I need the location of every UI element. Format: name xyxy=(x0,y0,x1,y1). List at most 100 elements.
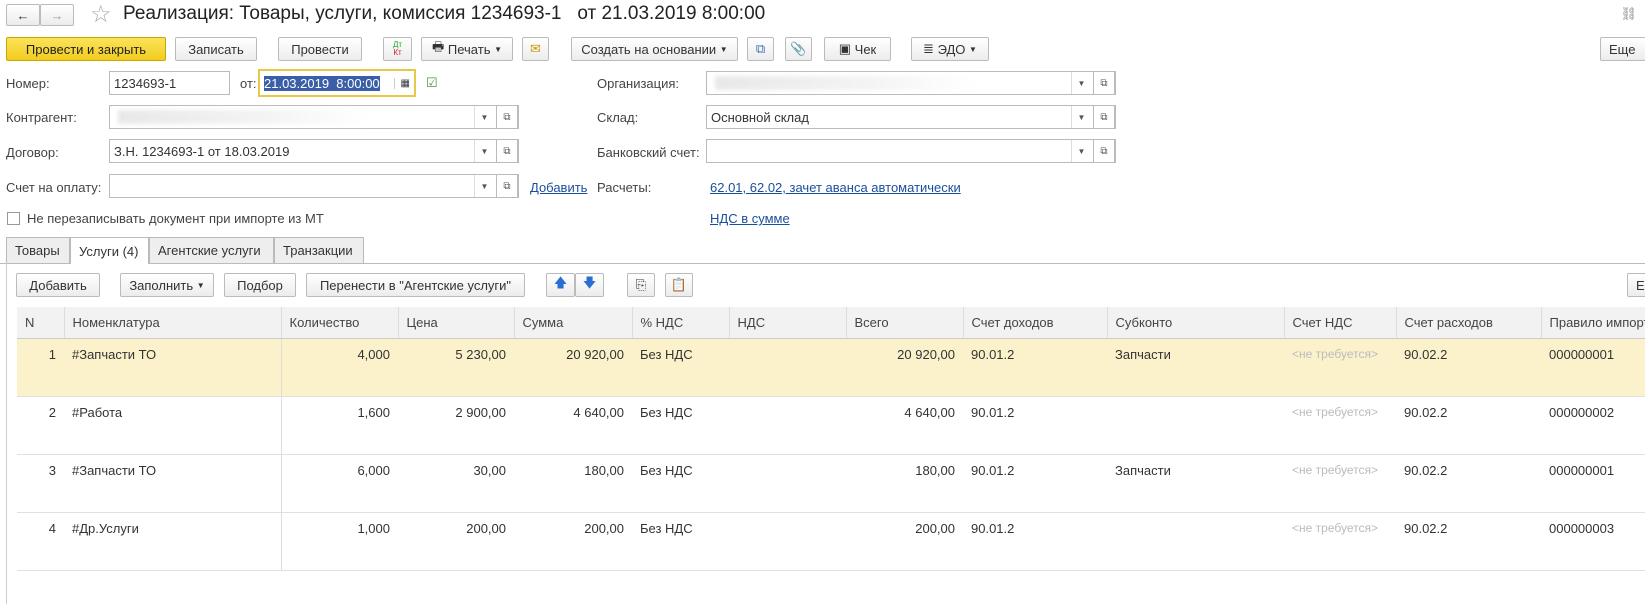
table-row[interactable]: 1 #Запчасти ТО 4,000 5 230,00 20 920,00 Без Н… xyxy=(17,338,1645,397)
column-header[interactable]: % НДС xyxy=(632,307,730,339)
open-icon[interactable]: ⧉ xyxy=(1093,71,1115,95)
table-cell[interactable]: 20 920,00 xyxy=(514,338,632,397)
table-cell[interactable]: 3 xyxy=(17,454,64,513)
column-header[interactable]: Счет доходов xyxy=(963,307,1108,339)
contract-input[interactable]: З.Н. 1234693-1 от 18.03.2019 ▼ ⧉ xyxy=(109,139,519,163)
no-overwrite-checkbox[interactable] xyxy=(7,212,20,225)
attach-button[interactable]: 📎 xyxy=(785,37,812,61)
column-header[interactable]: Номенклатура xyxy=(64,307,282,339)
table-cell[interactable]: 4 640,00 xyxy=(514,396,632,455)
table-cell[interactable]: 6,000 xyxy=(281,454,398,513)
column-header[interactable]: Цена xyxy=(398,307,515,339)
table-cell[interactable]: #Запчасти ТО xyxy=(64,338,282,397)
open-icon[interactable]: ⧉ xyxy=(1093,139,1115,163)
bank-account-input[interactable]: ▼ ⧉ xyxy=(706,139,1116,163)
structure-button[interactable]: ⧉ xyxy=(747,37,774,61)
table-cell[interactable]: 4 xyxy=(17,512,64,571)
table-row[interactable]: 4 #Др.Услуги 1,000 200,00 200,00 Без НДС 200,0… xyxy=(17,512,1645,571)
table-cell[interactable]: <не требуется> xyxy=(1284,512,1396,571)
table-cell[interactable]: 000000003 xyxy=(1541,512,1645,571)
add-invoice-link[interactable]: Добавить xyxy=(530,180,588,195)
back-button[interactable]: ← xyxy=(6,4,40,26)
calendar-icon[interactable]: ▦ xyxy=(393,77,410,89)
table-cell[interactable]: 1,600 xyxy=(281,396,398,455)
table-cell[interactable]: Без НДС xyxy=(632,396,729,455)
star-icon[interactable]: ☆ xyxy=(90,1,112,28)
post-and-close-button[interactable]: Провести и закрыть xyxy=(6,37,166,61)
table-cell[interactable]: <не требуется> xyxy=(1284,338,1396,397)
table-cell[interactable]: 90.01.2 xyxy=(963,454,1107,513)
dropdown-icon[interactable]: ▼ xyxy=(474,106,494,128)
table-cell[interactable]: Без НДС xyxy=(632,338,729,397)
create-based-on-button[interactable]: Создать на основании ▼ xyxy=(571,37,738,61)
table-cell[interactable]: 90.02.2 xyxy=(1396,512,1541,571)
column-header[interactable]: Правило импорт xyxy=(1541,307,1645,339)
table-cell[interactable]: Запчасти xyxy=(1107,454,1284,513)
table-cell[interactable]: #Запчасти ТО xyxy=(64,454,282,513)
services-table[interactable]: N Номенклатура Количество Цена Сумма% НДС НДС… xyxy=(17,307,1645,571)
move-up-button[interactable]: 🡅 xyxy=(546,273,575,297)
dt-kt-button[interactable]: Дт Кт xyxy=(383,37,412,61)
dropdown-icon[interactable]: ▼ xyxy=(474,140,494,162)
date-input[interactable]: 21.03.2019 8:00:00 ▦ xyxy=(258,69,416,97)
more-button[interactable]: Еще xyxy=(1600,37,1645,61)
dropdown-icon[interactable]: ▼ xyxy=(1071,72,1091,94)
table-cell[interactable]: 90.01.2 xyxy=(963,338,1107,397)
post-button[interactable]: Провести xyxy=(278,37,362,61)
settlements-link[interactable]: 62.01, 62.02, зачет аванса автоматически xyxy=(710,180,961,195)
column-header[interactable]: Сумма xyxy=(514,307,633,339)
column-header[interactable]: Количество xyxy=(281,307,399,339)
open-icon[interactable]: ⧉ xyxy=(496,105,518,129)
table-cell[interactable] xyxy=(729,338,846,397)
table-cell[interactable] xyxy=(1107,396,1284,455)
table-cell[interactable]: 000000002 xyxy=(1541,396,1645,455)
table-cell[interactable]: 30,00 xyxy=(398,454,514,513)
table-cell[interactable]: Запчасти xyxy=(1107,338,1284,397)
invoice-input[interactable]: ▼ ⧉ xyxy=(109,174,519,198)
table-cell[interactable]: 000000001 xyxy=(1541,454,1645,513)
email-button[interactable]: ✉ xyxy=(522,37,549,61)
table-cell[interactable]: 000000001 xyxy=(1541,338,1645,397)
table-cell[interactable]: 1 xyxy=(17,338,64,397)
table-cell[interactable]: <не требуется> xyxy=(1284,396,1396,455)
print-button[interactable]: 🖶 Печать ▼ xyxy=(421,37,513,61)
table-cell[interactable]: #Работа xyxy=(64,396,282,455)
table-cell[interactable]: 200,00 xyxy=(398,512,514,571)
tab-agent-services[interactable]: Агентские услуги xyxy=(149,237,274,263)
table-cell[interactable]: 90.02.2 xyxy=(1396,396,1541,455)
column-header[interactable]: Счет НДС xyxy=(1284,307,1397,339)
fill-button[interactable]: Заполнить ▼ xyxy=(120,273,214,297)
counterparty-input[interactable]: ▼ ⧉ xyxy=(109,105,519,129)
table-more-button[interactable]: Е xyxy=(1627,273,1645,297)
table-cell[interactable] xyxy=(1107,512,1284,571)
open-icon[interactable]: ⧉ xyxy=(496,139,518,163)
table-cell[interactable]: 200,00 xyxy=(846,512,963,571)
move-to-agent-button[interactable]: Перенести в "Агентские услуги" xyxy=(306,273,525,297)
table-row[interactable]: 3 #Запчасти ТО 6,000 30,00 180,00 Без НДС 180,… xyxy=(17,454,1645,513)
table-cell[interactable]: 200,00 xyxy=(514,512,632,571)
table-row[interactable]: 2 #Работа 1,600 2 900,00 4 640,00 Без НДС 4 64… xyxy=(17,396,1645,455)
pick-button[interactable]: Подбор xyxy=(224,273,296,297)
table-cell[interactable]: Без НДС xyxy=(632,454,729,513)
tab-goods[interactable]: Товары xyxy=(6,237,70,263)
table-cell[interactable] xyxy=(729,512,846,571)
number-input[interactable]: 1234693-1 xyxy=(109,71,230,95)
table-cell[interactable]: 2 900,00 xyxy=(398,396,514,455)
table-cell[interactable]: 5 230,00 xyxy=(398,338,514,397)
move-down-button[interactable]: 🡇 xyxy=(575,273,604,297)
table-cell[interactable]: 90.02.2 xyxy=(1396,454,1541,513)
table-cell[interactable]: Без НДС xyxy=(632,512,729,571)
table-cell[interactable]: <не требуется> xyxy=(1284,454,1396,513)
add-row-button[interactable]: Добавить xyxy=(16,273,100,297)
column-header[interactable]: Счет расходов xyxy=(1396,307,1542,339)
table-cell[interactable]: 180,00 xyxy=(514,454,632,513)
tab-services[interactable]: Услуги (4) xyxy=(70,237,149,264)
link-icon[interactable]: ⛓ xyxy=(1620,6,1637,21)
table-cell[interactable]: 2 xyxy=(17,396,64,455)
table-cell[interactable] xyxy=(729,396,846,455)
open-icon[interactable]: ⧉ xyxy=(496,174,518,198)
table-cell[interactable]: #Др.Услуги xyxy=(64,512,282,571)
vat-link[interactable]: НДС в сумме xyxy=(710,211,790,226)
organization-input[interactable]: ▼ ⧉ xyxy=(706,71,1116,95)
column-header[interactable]: Субконто xyxy=(1107,307,1285,339)
